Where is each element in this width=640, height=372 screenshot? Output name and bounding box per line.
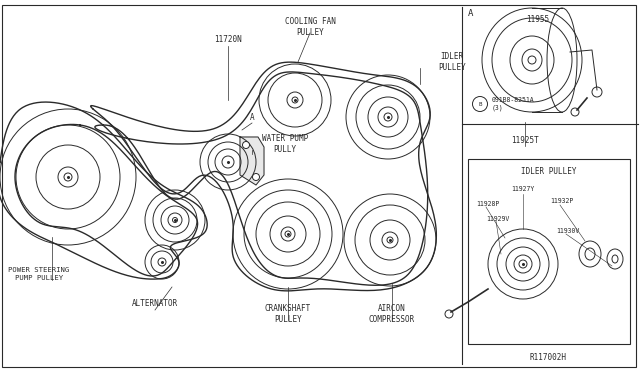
Text: 11925T: 11925T [511, 135, 539, 144]
Text: 11929V: 11929V [486, 216, 509, 222]
Text: 11930V: 11930V [556, 228, 579, 234]
Text: IDLER PULLEY: IDLER PULLEY [521, 167, 577, 176]
Text: A: A [250, 112, 254, 122]
Text: WATER PUMP
PULLY: WATER PUMP PULLY [262, 134, 308, 154]
Circle shape [243, 141, 250, 148]
Circle shape [253, 173, 259, 180]
Text: POWER STEERING
PUMP PULLEY: POWER STEERING PUMP PULLEY [8, 267, 69, 280]
Text: ALTERNATOR: ALTERNATOR [132, 299, 178, 308]
Text: IDLER
PULLEY: IDLER PULLEY [438, 52, 466, 72]
Text: AIRCON
COMPRESSOR: AIRCON COMPRESSOR [369, 304, 415, 324]
Text: 11955: 11955 [527, 16, 550, 25]
Text: 11927Y: 11927Y [511, 186, 534, 192]
Text: R117002H: R117002H [529, 353, 566, 362]
Text: 11932P: 11932P [550, 198, 573, 204]
Text: 11720N: 11720N [214, 35, 242, 45]
Text: B: B [478, 102, 482, 106]
Text: 11928P: 11928P [476, 201, 499, 207]
Text: A: A [468, 10, 474, 19]
Text: COOLING FAN
PULLEY: COOLING FAN PULLEY [285, 17, 335, 37]
Text: 091B8-8251A
(3): 091B8-8251A (3) [492, 97, 534, 111]
Polygon shape [240, 137, 264, 185]
Text: CRANKSHAFT
PULLEY: CRANKSHAFT PULLEY [265, 304, 311, 324]
